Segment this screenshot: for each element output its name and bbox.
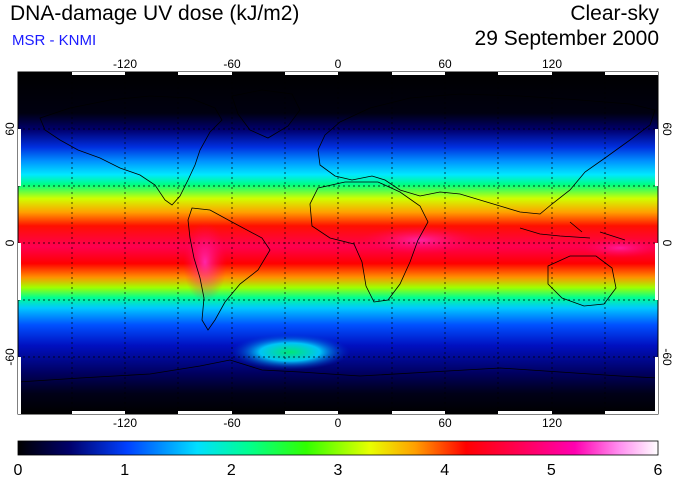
lat-label-left: -60 <box>3 348 17 366</box>
map-title: DNA-damage UV dose (kJ/m2) <box>10 2 300 25</box>
lat-labels-right: 60 0 -60 <box>660 122 674 366</box>
colorbar-label: 3 <box>334 462 343 479</box>
lat-label-left: 60 <box>3 122 17 136</box>
colorbar-labels: 0 1 2 3 4 5 6 <box>14 462 663 479</box>
source-label: MSR - KNMI <box>12 32 97 49</box>
lat-label-right: 0 <box>660 240 674 247</box>
lon-label-top: 0 <box>335 57 342 71</box>
date-label: 29 September 2000 <box>474 27 659 50</box>
colorbar-label: 4 <box>440 462 449 479</box>
lat-labels-left: 60 0 -60 <box>3 122 17 366</box>
north-america-coast <box>39 95 223 206</box>
europe-asia-coast <box>317 93 656 215</box>
colorbar-label: 1 <box>120 462 129 479</box>
lon-label-bottom: 60 <box>438 416 452 430</box>
lon-label-bottom: -120 <box>113 416 137 430</box>
sky-condition-label: Clear-sky <box>570 2 659 25</box>
lon-label-bottom: 120 <box>542 416 562 430</box>
coastlines <box>18 89 658 383</box>
australia-coast <box>547 255 617 307</box>
colorbar-label: 0 <box>14 462 23 479</box>
indonesia-coast <box>519 221 626 241</box>
africa-coast <box>309 181 429 303</box>
lon-labels-bottom: -120 -60 0 60 120 <box>113 416 562 430</box>
antarctica-coast <box>18 359 658 383</box>
lon-label-top: -120 <box>113 57 137 71</box>
lon-label-bottom: 0 <box>335 416 342 430</box>
graticule <box>18 72 658 414</box>
lat-label-right: 60 <box>660 122 674 136</box>
lat-label-left: 0 <box>3 239 17 246</box>
colorbar-label: 2 <box>227 462 236 479</box>
lon-label-top: 120 <box>542 57 562 71</box>
colorbar <box>17 440 659 456</box>
lon-labels-top: -120 -60 0 60 120 <box>113 57 562 71</box>
lon-label-top: 60 <box>438 57 452 71</box>
lon-label-bottom: -60 <box>223 416 241 430</box>
greenland-coast <box>231 89 301 139</box>
south-america-coast <box>187 207 271 331</box>
map-frame <box>17 71 659 415</box>
lon-label-top: -60 <box>223 57 241 71</box>
colorbar-label: 6 <box>654 462 663 479</box>
lat-label-right: -60 <box>660 348 674 366</box>
colorbar-label: 5 <box>547 462 556 479</box>
